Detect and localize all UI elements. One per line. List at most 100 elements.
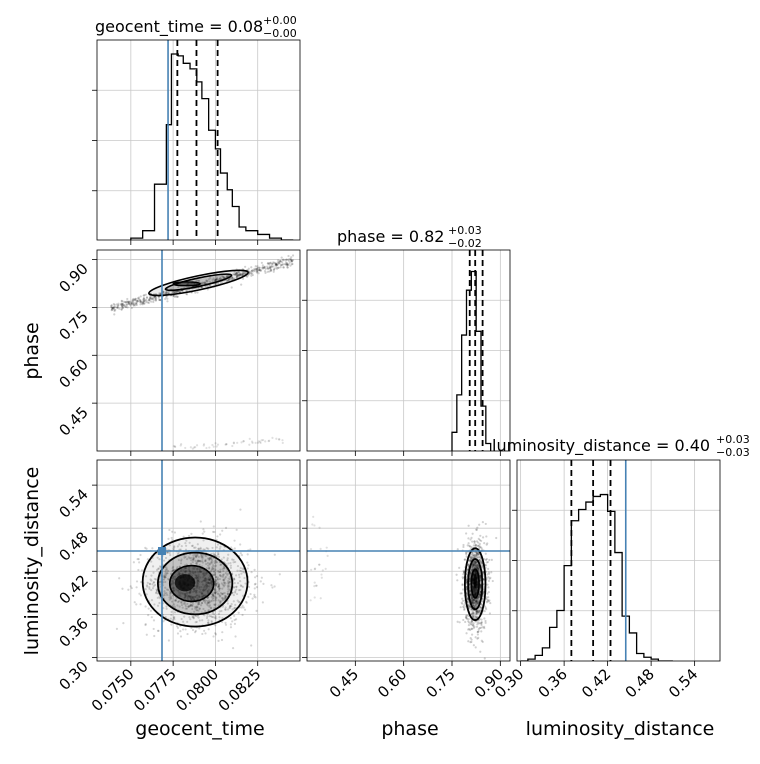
scatter-point (216, 581, 219, 584)
panel-phase-vs-luminosity_distance: 0.45 0.60 0.75 0.90 (302, 459, 511, 701)
scatter-point (215, 276, 219, 279)
title-median-luminosity_distance: 0.40 (674, 436, 710, 455)
scatter-point (252, 268, 255, 271)
scatter-point (477, 568, 480, 571)
scatter-point (119, 303, 122, 306)
scatter-point (224, 443, 227, 446)
scatter-point (218, 616, 221, 619)
scatter-point (150, 588, 153, 592)
scatter-point (474, 553, 478, 557)
scatter-point (471, 532, 474, 535)
scatter-point (203, 600, 206, 603)
scatter-point (182, 535, 185, 538)
scatter-point (254, 441, 257, 444)
scatter-point (222, 275, 225, 279)
scatter-point (164, 580, 167, 584)
y-tick-label: 0.36 (55, 614, 91, 650)
scatter-point (471, 565, 475, 568)
scatter-point (226, 602, 229, 605)
scatter-point (166, 300, 169, 303)
scatter-point (281, 441, 284, 445)
scatter-point (242, 606, 245, 609)
scatter-point (486, 560, 490, 564)
scatter-point (165, 551, 168, 554)
scatter-point (470, 599, 473, 603)
scatter-point (127, 588, 130, 591)
scatter-point (174, 598, 177, 602)
title-luminosity_distance: luminosity_distance = 0.40 (492, 436, 710, 456)
scatter-point (475, 600, 478, 603)
scatter-point (179, 548, 182, 551)
scatter-point (226, 592, 229, 595)
scatter-point (222, 556, 225, 559)
scatter-point (214, 582, 217, 586)
scatter-point (267, 262, 271, 265)
scatter-point (221, 597, 224, 600)
scatter-point (198, 587, 201, 590)
scatter-point (189, 604, 192, 608)
scatter-point (214, 579, 217, 582)
scatter-point (205, 280, 208, 283)
scatter-point (468, 607, 471, 610)
scatter-point (202, 444, 205, 447)
scatter-point (469, 593, 472, 596)
contours-phase-luminosity_distance (463, 547, 487, 621)
scatter-point (169, 590, 172, 593)
scatter-point (176, 552, 179, 556)
scatter-point (192, 590, 195, 593)
scatter-point (175, 291, 178, 294)
scatter-point (228, 606, 231, 609)
scatter-point (485, 601, 488, 604)
scatter-point (219, 591, 223, 595)
scatter-point (474, 603, 477, 607)
scatter-point (232, 558, 235, 562)
scatter-point (113, 309, 116, 313)
scatter-point (280, 263, 283, 266)
scatter-point (194, 553, 197, 556)
scatter-point (461, 602, 464, 605)
scatter-point (241, 567, 244, 570)
scatter-point (201, 601, 204, 604)
scatter-point (124, 305, 127, 308)
scatter-point (478, 593, 481, 596)
scatter-point (202, 599, 205, 602)
scatter-point (476, 598, 479, 601)
scatter-point (473, 554, 476, 557)
scatter-point (193, 587, 197, 590)
scatter-point (195, 580, 199, 583)
scatter-point (324, 567, 327, 570)
scatter-point (476, 621, 479, 624)
scatter-point (184, 570, 187, 573)
scatter-point (311, 523, 314, 526)
scatter-point (474, 636, 477, 639)
scatter-point (227, 572, 230, 575)
scatter-point (475, 602, 479, 605)
scatter-point (139, 301, 143, 304)
scatter-point (267, 267, 270, 270)
scatter-point (484, 558, 488, 562)
scatter-point (285, 261, 289, 265)
scatter-point (204, 599, 207, 602)
scatter-point (211, 594, 214, 597)
scatter-point (216, 576, 219, 579)
scatter-point (253, 576, 257, 579)
scatter-point (475, 602, 478, 605)
scatter-point (236, 582, 240, 585)
scatter-point (227, 588, 230, 591)
scatter-point (144, 293, 147, 296)
scatter-point (156, 596, 159, 599)
scatter-point (256, 266, 259, 270)
scatter-point (213, 573, 216, 576)
scatter-point (224, 597, 227, 600)
scatter-point (178, 600, 181, 603)
scatter-point (113, 308, 116, 311)
scatter-point (189, 446, 192, 449)
scatter-point (193, 571, 197, 574)
panel-geocent_time-hist: geocent_time = 0.08 +0.00 −0.00 (92, 14, 301, 245)
scatter-point (231, 591, 234, 594)
scatter-point (273, 585, 276, 588)
scatter-point (196, 579, 200, 582)
scatter-point (471, 554, 474, 557)
scatter-point (484, 619, 487, 623)
scatter-point (205, 584, 208, 587)
